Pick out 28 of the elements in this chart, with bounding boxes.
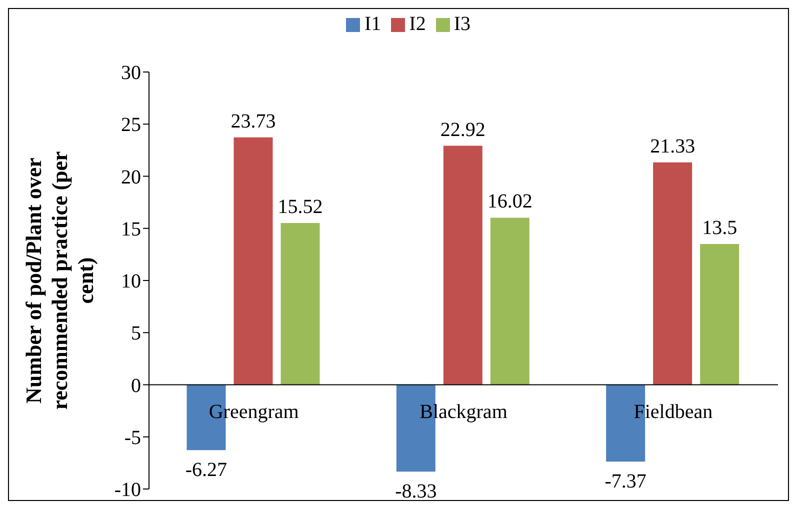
y-tick-label: 0 bbox=[131, 374, 141, 397]
bar bbox=[653, 162, 692, 385]
bar bbox=[700, 244, 740, 385]
data-label: 15.52 bbox=[278, 196, 323, 218]
bar bbox=[490, 218, 530, 385]
data-label: -7.37 bbox=[604, 470, 646, 493]
data-label: -8.33 bbox=[395, 480, 437, 503]
legend-label: I1 bbox=[364, 13, 382, 35]
y-tick-label: 5 bbox=[131, 322, 141, 345]
y-tick-label: 10 bbox=[121, 270, 141, 293]
y-tick-label: -5 bbox=[124, 426, 141, 449]
y-tick-label: 30 bbox=[121, 62, 141, 84]
y-axis-title: Number of pod/Plant over recommended practice (per cent) bbox=[21, 150, 98, 410]
data-label: 23.73 bbox=[230, 110, 276, 132]
bar bbox=[443, 146, 482, 385]
data-label: 22.92 bbox=[440, 118, 486, 141]
data-label: -6.27 bbox=[185, 459, 228, 482]
y-tick-label: 20 bbox=[121, 166, 141, 188]
bar bbox=[280, 222, 320, 385]
legend-label: I2 bbox=[409, 13, 426, 35]
y-tick-label: -10 bbox=[114, 479, 141, 502]
bar bbox=[234, 137, 273, 385]
y-tick-label: 15 bbox=[121, 218, 141, 240]
y-tick-label: 25 bbox=[121, 114, 141, 136]
legend-label: I3 bbox=[454, 13, 470, 35]
data-label: 21.33 bbox=[650, 135, 696, 158]
data-label: 13.5 bbox=[702, 217, 738, 240]
data-label: 16.02 bbox=[487, 190, 532, 213]
